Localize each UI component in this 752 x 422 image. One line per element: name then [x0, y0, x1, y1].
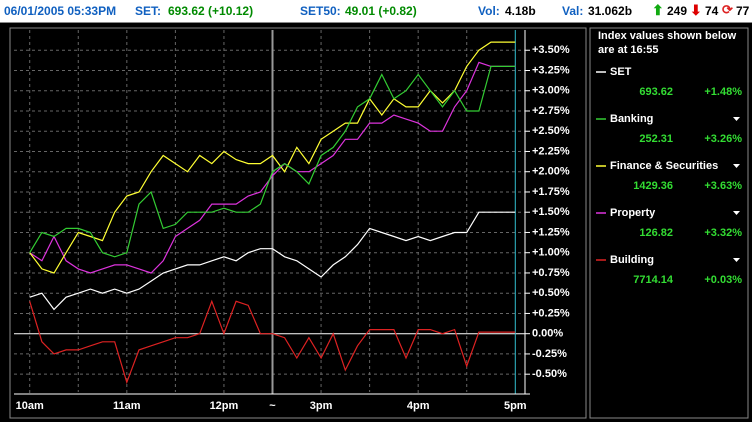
index-change: +3.63%	[704, 180, 742, 192]
y-tick-label: +1.50%	[532, 206, 570, 218]
x-tick-label: 3pm	[310, 400, 333, 412]
index-value: 693.62	[639, 86, 673, 98]
dropdown-arrow[interactable]	[733, 164, 740, 168]
set-label: SET:	[135, 4, 162, 18]
index-value: 7714.14	[633, 274, 674, 286]
index-change: +3.32%	[704, 227, 742, 239]
dropdown-arrow[interactable]	[733, 211, 740, 215]
series-line	[29, 299, 516, 385]
datetime: 06/01/2005 05:33PM	[4, 4, 117, 18]
index-change: +1.48%	[704, 86, 742, 98]
x-tick-label: ~	[269, 400, 276, 412]
series-line	[29, 65, 516, 258]
dropdown-arrow[interactable]	[733, 258, 740, 262]
y-tick-label: +2.75%	[532, 105, 570, 117]
x-tick-label: 10am	[16, 400, 44, 412]
legend-name: SET	[610, 66, 632, 78]
y-tick-label: +3.50%	[532, 44, 570, 56]
y-tick-label: +1.75%	[532, 186, 570, 198]
down-count: 74	[705, 4, 719, 18]
y-tick-label: +0.75%	[532, 267, 570, 279]
legend-name: Banking	[610, 113, 653, 125]
status-bar: 06/01/2005 05:33PM SET: 693.62 (+10.12) …	[0, 0, 752, 23]
y-tick-label: +2.00%	[532, 166, 570, 178]
y-tick-label: -0.25%	[532, 348, 567, 360]
panel-frame	[589, 27, 749, 419]
y-tick-label: +2.50%	[532, 125, 570, 137]
legend-name: Property	[610, 207, 656, 219]
y-tick-label: +3.25%	[532, 64, 570, 76]
index-value: 1429.36	[633, 180, 673, 192]
set-value: 693.62 (+10.12)	[168, 4, 254, 18]
y-tick-label: 0.00%	[532, 328, 563, 340]
x-tick-label: 5pm	[504, 400, 527, 412]
up-icon: ⬆	[652, 2, 664, 18]
legend-name: Finance & Securities	[610, 160, 718, 172]
y-tick-label: -0.50%	[532, 368, 567, 380]
down-icon: ⬇	[690, 2, 702, 18]
set50-label: SET50:	[300, 4, 341, 18]
legend-name: Building	[610, 254, 654, 266]
y-tick-label: +0.25%	[532, 307, 570, 319]
index-value: 252.31	[639, 133, 673, 145]
series-line	[29, 41, 516, 274]
val-label: Val:	[562, 4, 584, 18]
series-line	[29, 61, 516, 274]
note-line: are at 16:55	[598, 44, 659, 56]
x-tick-label: 4pm	[407, 400, 430, 412]
panel-note: Index values shown below are at 16:55	[598, 30, 737, 56]
y-tick-label: +2.25%	[532, 145, 570, 157]
y-tick-label: +1.00%	[532, 247, 570, 259]
val-value: 31.062b	[588, 4, 633, 18]
vol-value: 4.18b	[505, 4, 536, 18]
vol-label: Vol:	[478, 4, 500, 18]
y-tick-label: +1.25%	[532, 226, 570, 238]
dropdown-arrow[interactable]	[733, 117, 740, 121]
unchanged-icon: ⟳	[722, 2, 733, 17]
note-line: Index values shown below	[598, 30, 737, 42]
up-count: 249	[667, 4, 688, 18]
series-line	[29, 211, 516, 311]
set50-value: 49.01 (+0.82)	[345, 4, 417, 18]
y-tick-label: +0.50%	[532, 287, 570, 299]
index-change: +3.26%	[704, 133, 742, 145]
index-change: +0.03%	[704, 274, 742, 286]
y-tick-label: +3.00%	[532, 85, 570, 97]
index-value: 126.82	[639, 227, 673, 239]
unchanged-count: 77	[736, 4, 750, 18]
x-tick-label: 11am	[113, 400, 141, 412]
chart-frame	[9, 27, 587, 419]
x-tick-label: 12pm	[210, 400, 239, 412]
